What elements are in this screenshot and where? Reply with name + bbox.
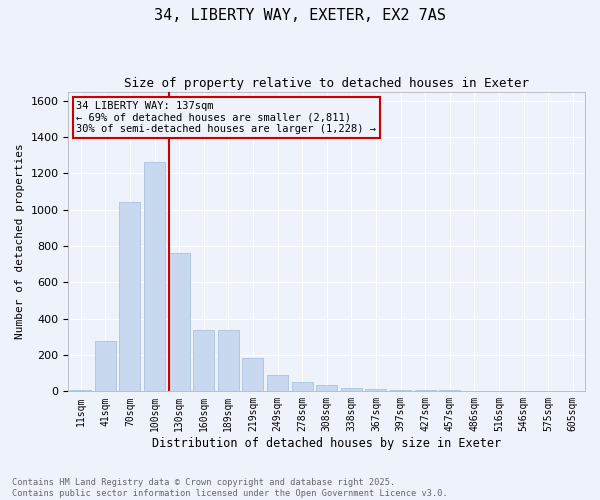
- Bar: [390, 390, 411, 392]
- Bar: [70, 390, 91, 392]
- Bar: [95, 342, 116, 392]
- Bar: [316, 385, 337, 392]
- Bar: [267, 375, 288, 392]
- Bar: [341, 388, 362, 392]
- Bar: [169, 254, 190, 392]
- Bar: [439, 390, 460, 392]
- Bar: [292, 382, 313, 392]
- Bar: [218, 330, 239, 392]
- Bar: [119, 202, 140, 392]
- Bar: [415, 390, 436, 392]
- Bar: [144, 162, 165, 392]
- Bar: [365, 388, 386, 392]
- Text: Contains HM Land Registry data © Crown copyright and database right 2025.
Contai: Contains HM Land Registry data © Crown c…: [12, 478, 448, 498]
- Y-axis label: Number of detached properties: Number of detached properties: [15, 144, 25, 340]
- Text: 34 LIBERTY WAY: 137sqm
← 69% of detached houses are smaller (2,811)
30% of semi-: 34 LIBERTY WAY: 137sqm ← 69% of detached…: [76, 100, 376, 134]
- X-axis label: Distribution of detached houses by size in Exeter: Distribution of detached houses by size …: [152, 437, 501, 450]
- Text: 34, LIBERTY WAY, EXETER, EX2 7AS: 34, LIBERTY WAY, EXETER, EX2 7AS: [154, 8, 446, 22]
- Bar: [193, 330, 214, 392]
- Bar: [242, 358, 263, 392]
- Title: Size of property relative to detached houses in Exeter: Size of property relative to detached ho…: [124, 78, 529, 90]
